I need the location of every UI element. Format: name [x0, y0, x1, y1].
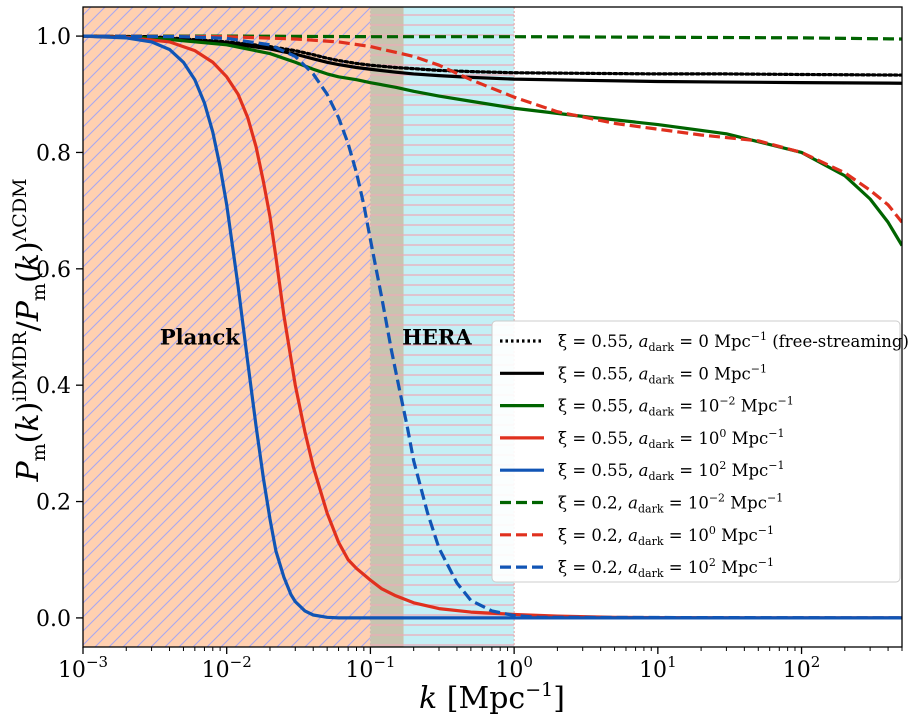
- legend-label-4: ξ = 0.55, adark = 100 Mpc−1: [558, 427, 785, 451]
- y-tick-label: 0.4: [36, 374, 71, 399]
- region-label-hera: HERA: [402, 324, 472, 349]
- x-tick-label: 100: [495, 653, 533, 683]
- x-tick-label: 10−2: [202, 653, 252, 683]
- y-tick-label: 0.8: [36, 141, 71, 166]
- y-tick-label: 1.0: [36, 25, 71, 50]
- legend-label-6: ξ = 0.2, adark = 10−2 Mpc−1: [558, 492, 783, 516]
- legend: ξ = 0.55, adark = 0 Mpc−1 (free-streamin…: [491, 320, 909, 583]
- x-tick-label: 10−3: [58, 653, 108, 683]
- y-tick-label: 0.0: [36, 607, 71, 632]
- region-planck-hatch: [83, 7, 371, 647]
- legend-label-5: ξ = 0.55, adark = 102 Mpc−1: [558, 459, 785, 483]
- series-line-8: [83, 34, 902, 620]
- plot-frame: [82, 6, 903, 648]
- series-line-5: [83, 34, 902, 620]
- legend-box: [491, 320, 901, 583]
- legend-label-8: ξ = 0.2, adark = 102 Mpc−1: [558, 556, 774, 580]
- y-tick-label: 0.6: [36, 258, 71, 283]
- x-tick-label: 10−1: [345, 653, 395, 683]
- legend-label-2: ξ = 0.55, adark = 0 Mpc−1: [558, 362, 767, 386]
- region-hera-hatch: [370, 7, 515, 647]
- x-tick-label: 102: [783, 653, 821, 683]
- legend-label-7: ξ = 0.2, adark = 100 Mpc−1: [558, 524, 774, 548]
- series-lines: [83, 34, 902, 620]
- axes: 10−3 10−2 10−1 100 101 102 0.0 0.2 0.4 0.6 0.8 1.0: [36, 25, 903, 683]
- y-tick-label: 0.2: [36, 491, 71, 516]
- legend-label-3: ξ = 0.55, adark = 10−2 Mpc−1: [558, 395, 794, 419]
- x-tick-label: 101: [639, 653, 677, 683]
- x-axis-title: k [Mpc−1]: [419, 679, 565, 716]
- region-label-planck: Planck: [160, 324, 240, 349]
- series-line-2: [83, 34, 902, 85]
- series-line-7: [83, 34, 902, 224]
- region-labels: Planck HERA: [160, 324, 473, 349]
- y-axis-title: Pm(k)iDMDR/Pm(k)ΛCDM: [9, 178, 50, 482]
- series-line-3: [83, 34, 902, 247]
- legend-label-1: ξ = 0.55, adark = 0 Mpc−1 (free-streamin…: [558, 330, 909, 354]
